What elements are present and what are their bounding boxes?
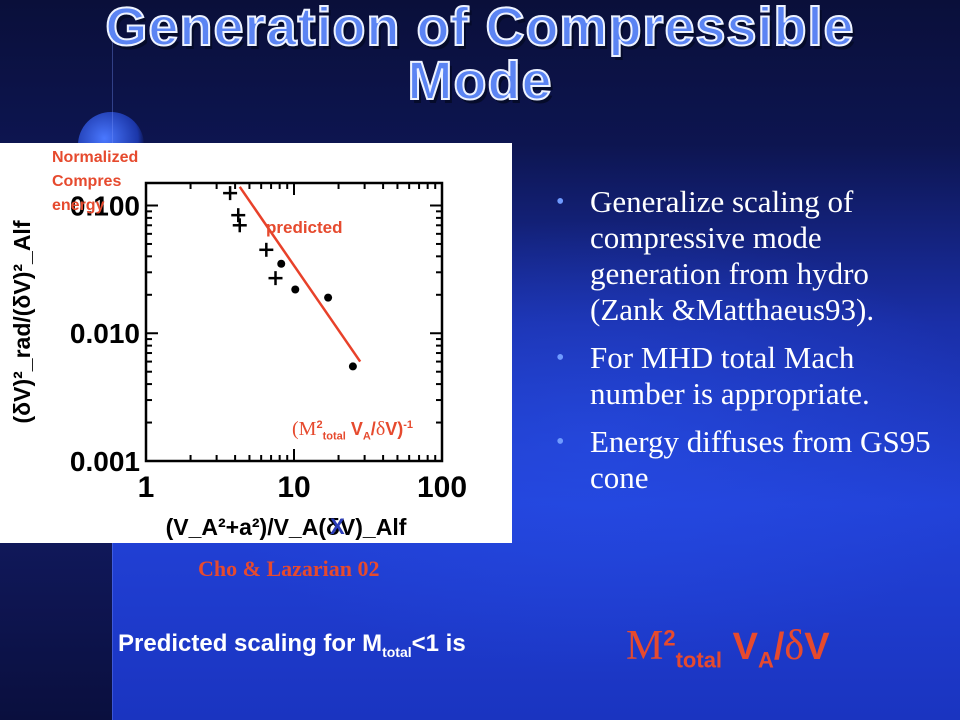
y-tick-label: 0.100 (70, 190, 140, 221)
annotation-normalized: Normalized (52, 149, 139, 166)
bottom-text: Predicted scaling for M (118, 630, 383, 657)
plot-panel: 1 10 100 0.001 0.010 0.100 (V_A²+a²)/V_A(δV)_A… (0, 143, 512, 543)
bullet-text: For MHD total Mach number is appropriate… (590, 340, 870, 411)
bottom-statement: Predicted scaling for Mtotal<1 is (118, 630, 466, 660)
bullet-item: • Energy diffuses from GS95 cone (556, 424, 946, 496)
bullet-text: Generalize scaling of compressive mode g… (590, 184, 875, 327)
annotation-energy: energy (52, 197, 105, 214)
data-point-dot (324, 293, 333, 302)
title-line-2: Mode (407, 51, 553, 111)
bullet-dot-icon: • (556, 345, 565, 371)
scaling-sup: 2 (316, 419, 323, 431)
bullet-text: Energy diffuses from GS95 cone (590, 424, 931, 495)
formula-sub-a: A (757, 647, 774, 673)
bullet-list: • Generalize scaling of compressive mode … (556, 184, 946, 508)
normalized-energy-annotation: Normalized Compres energy (52, 146, 138, 218)
scaling-slash: / (370, 419, 376, 439)
predicted-annotation: predicted (266, 218, 343, 237)
scatter-chart: 1 10 100 0.001 0.010 0.100 (V_A²+a²)/V_A(δV)_A… (9, 181, 467, 540)
formula-delta: δ (784, 623, 805, 669)
data-point-dot (291, 285, 300, 294)
x-tick-label: 100 (417, 471, 467, 504)
data-point-dot (277, 259, 286, 268)
bottom-tail: <1 is (411, 630, 466, 657)
predicted-fit-line (238, 186, 362, 363)
data-point-plus (231, 208, 246, 223)
formula-v: V (722, 626, 758, 668)
y-tick-label: 0.001 (70, 446, 140, 477)
bullet-item: • Generalize scaling of compressive mode … (556, 184, 946, 328)
formula-v2: V (804, 626, 830, 668)
slide-title: Generation of Compressible Mode (0, 0, 960, 111)
scaling-sub-a: A (362, 430, 371, 443)
data-point-dot (348, 362, 357, 371)
annotation-compres: Compres (52, 173, 122, 190)
scaling-law-annotation: (M2total VA/δV)-1 (292, 418, 413, 443)
figure-caption: Cho & Lazarian 02 (198, 556, 380, 581)
data-point-plus (223, 186, 238, 201)
bullet-dot-icon: • (556, 429, 565, 455)
scaling-exp: -1 (403, 419, 414, 431)
x-tick-label: 10 (277, 471, 310, 504)
formula-sup: 2 (663, 625, 676, 651)
x-axis-label: (V_A²+a²)/V_A(δV)_Alf (166, 514, 407, 540)
x-marker-annotation: X (330, 514, 345, 539)
scaling-m: M (298, 418, 317, 440)
background-panel-left (0, 540, 112, 720)
formula-slash: / (773, 626, 785, 668)
title-line-1: Generation of Compressible (104, 0, 855, 57)
scaling-delta: δ (375, 418, 386, 440)
bullet-dot-icon: • (556, 189, 565, 215)
scaling-close: V) (385, 419, 404, 439)
bottom-sub: total (382, 643, 412, 660)
data-point-plus (268, 271, 283, 286)
formula-m: M (626, 623, 664, 669)
x-tick-label: 1 (138, 471, 155, 504)
data-point-plus (259, 242, 274, 257)
scaling-open: ( (292, 418, 299, 440)
formula-sub-total: total (675, 647, 723, 673)
scaling-v: V (345, 419, 363, 439)
y-tick-label: 0.010 (70, 318, 140, 349)
scaling-sub-total: total (322, 430, 346, 443)
y-axis-label: (δV)²_rad/(δV)²_Alf (9, 220, 35, 423)
data-point-plus (232, 218, 247, 233)
bullet-item: • For MHD total Mach number is appropriat… (556, 340, 946, 412)
bottom-formula: M2total VA/δV (626, 622, 830, 674)
